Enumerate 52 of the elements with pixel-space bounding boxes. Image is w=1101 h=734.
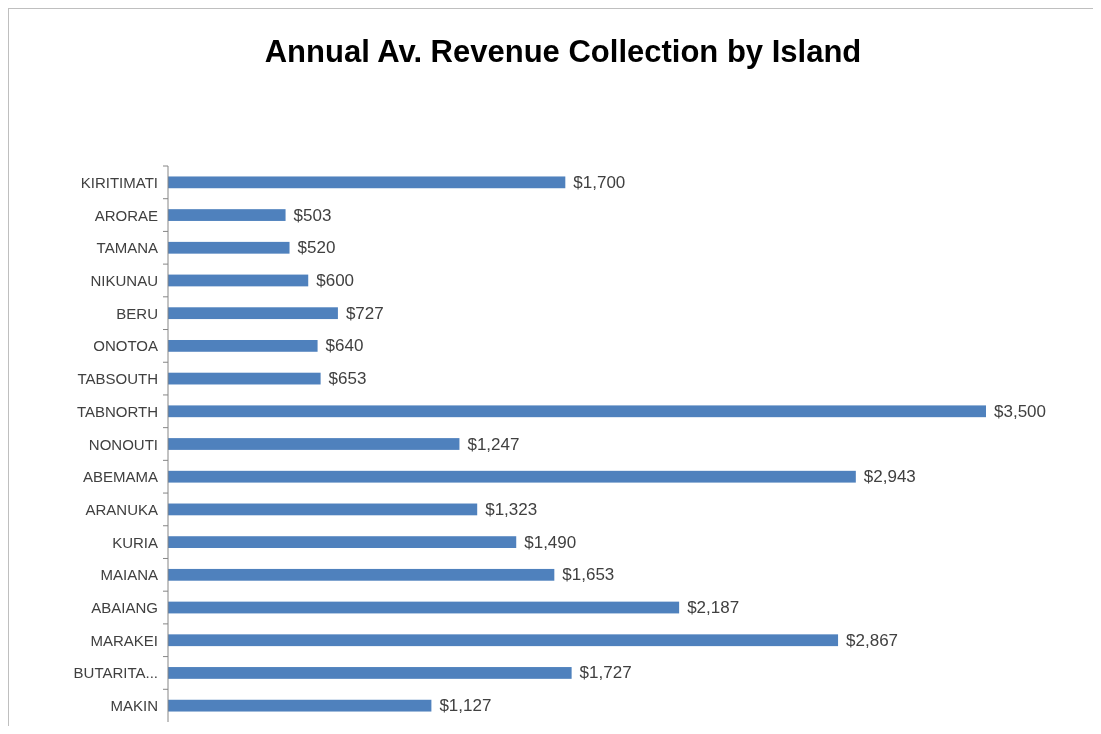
data-label: $1,653 — [562, 565, 615, 585]
chart-title: Annual Av. Revenue Collection by Island — [264, 34, 862, 69]
data-label: $1,700 — [573, 172, 626, 192]
y-tick-label: KIRITIMATI — [80, 173, 158, 191]
y-tick-label: TABNORTH — [76, 402, 158, 420]
data-label: $1,323 — [485, 499, 538, 519]
data-label: $503 — [293, 205, 332, 225]
y-tick-label: BUTARITA... — [73, 664, 158, 682]
y-tick-label: BERU — [116, 304, 158, 322]
data-label: $653 — [328, 369, 367, 389]
y-tick-label: MARAKEI — [90, 631, 158, 649]
data-label: $2,943 — [863, 467, 916, 487]
bar — [168, 176, 566, 189]
bar — [168, 470, 856, 483]
data-label: $3,500 — [994, 401, 1046, 421]
data-label: $2,187 — [687, 598, 740, 618]
bar — [168, 274, 309, 287]
data-label: $1,490 — [524, 532, 577, 552]
data-label: $520 — [297, 238, 336, 258]
y-tick-label: TAMANA — [96, 239, 158, 257]
y-tick-label: ABEMAMA — [82, 468, 158, 486]
data-label: $1,127 — [439, 696, 492, 716]
y-tick-label: ARORAE — [94, 206, 158, 224]
bar — [168, 241, 290, 254]
bar — [168, 503, 478, 516]
data-label: $600 — [316, 270, 355, 290]
bar — [168, 209, 286, 221]
data-label: $2,867 — [846, 630, 899, 650]
bar — [168, 372, 321, 385]
y-tick-label: TABSOUTH — [77, 370, 158, 388]
y-tick-label: NONOUTI — [88, 435, 158, 453]
y-tick-label: MAIANA — [100, 566, 158, 584]
data-label: $1,247 — [467, 434, 520, 454]
data-label: $640 — [325, 336, 364, 356]
bar — [168, 307, 338, 320]
data-label: $727 — [345, 303, 384, 323]
data-label: $1,727 — [579, 663, 632, 683]
bar — [168, 438, 460, 450]
bar — [168, 667, 572, 679]
y-tick-label: KURIA — [112, 533, 158, 551]
bar — [168, 568, 555, 581]
bar — [168, 340, 318, 352]
bar — [168, 601, 680, 614]
bar — [168, 536, 517, 549]
bar — [168, 699, 432, 712]
y-tick-label: MAKIN — [110, 697, 158, 715]
bar — [168, 634, 839, 647]
y-tick-label: ONOTOA — [93, 337, 158, 355]
y-tick-label: ARANUKA — [85, 500, 158, 518]
bar — [168, 405, 986, 418]
y-tick-label: NIKUNAU — [90, 271, 158, 289]
y-tick-label: ABAIANG — [91, 599, 158, 617]
